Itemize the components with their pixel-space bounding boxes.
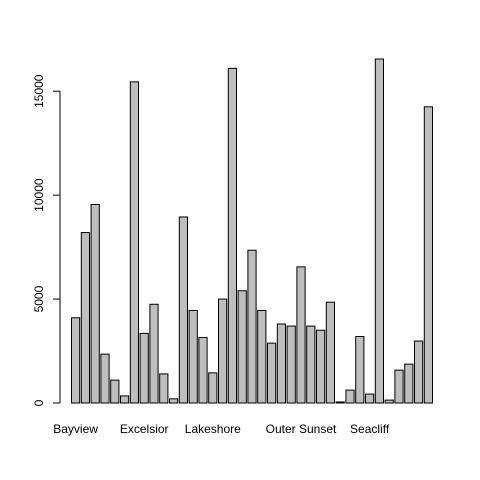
y-tick-label: 0 [32,399,46,406]
bar [227,67,238,404]
y-tick-label: 5000 [32,285,46,312]
bar [306,325,316,404]
bar [345,389,355,404]
bar [218,298,228,404]
bar [129,81,140,404]
bar [394,369,404,404]
bar [208,372,218,404]
bar [365,393,375,404]
x-tick-label: Bayview [53,422,98,436]
bar [71,317,81,404]
bar [80,232,91,404]
bar [404,363,414,404]
bar [247,249,257,404]
y-tick-label: 10000 [32,178,46,212]
x-tick-label: Seacliff [350,422,390,436]
bar [159,373,169,404]
x-tick-label: Excelsior [120,422,169,436]
bar [188,310,198,404]
x-tick-label: Outer Sunset [266,422,337,436]
bar [100,353,110,404]
bar [257,310,267,404]
bar [198,337,208,404]
bar [149,303,159,404]
bar [139,332,149,404]
y-tick-label: 15000 [32,74,46,108]
x-tick-label: Lakeshore [185,422,241,436]
bar [414,340,424,404]
bar [316,329,326,404]
bar [178,216,189,404]
bar [355,335,365,404]
bar [384,399,394,404]
bar [267,342,277,404]
bar [237,290,247,404]
bar [120,395,130,404]
bar [169,398,179,404]
bar [296,266,306,404]
bar [325,301,335,404]
bar [335,401,345,404]
bar [423,106,433,404]
bar [110,379,120,404]
bar [374,58,384,404]
bar [286,325,296,404]
bar [90,203,100,404]
bar [276,323,286,404]
